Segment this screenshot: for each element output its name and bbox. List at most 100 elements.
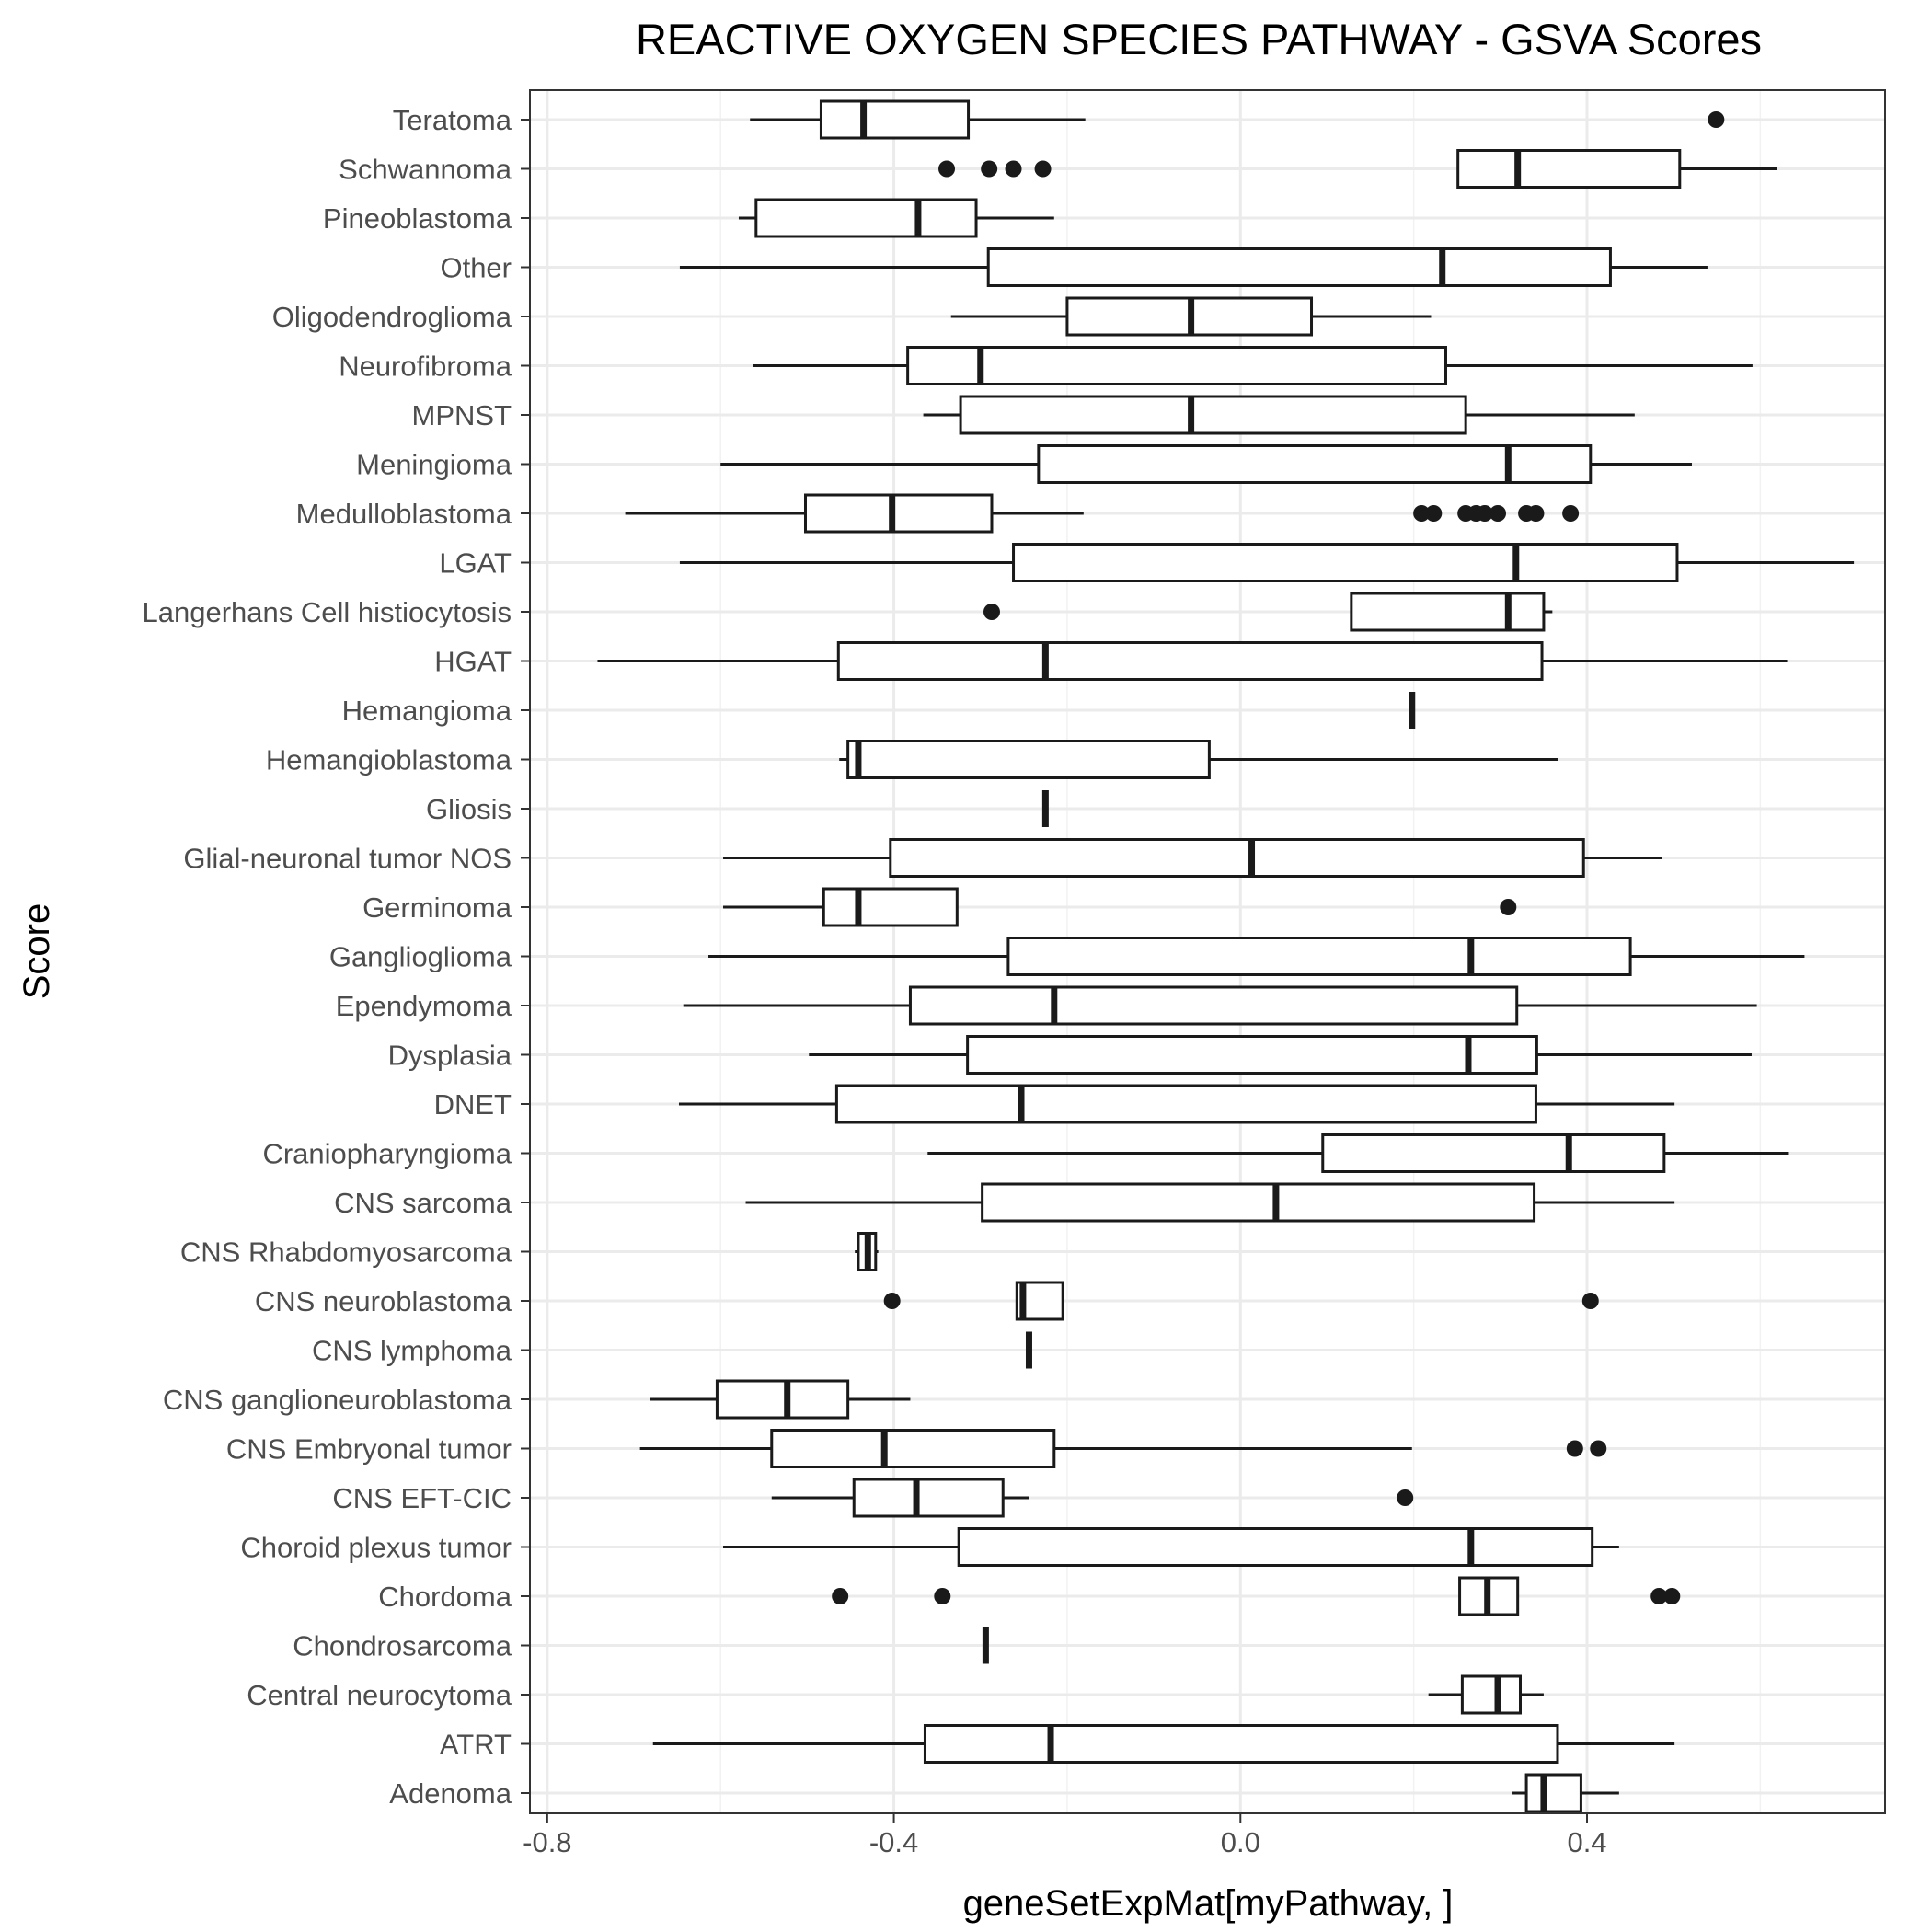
y-axis-ticks: Teratoma Schwannoma Pineoblastoma Other Olig… (143, 104, 530, 1810)
box-iqr (822, 887, 959, 927)
box-iqr (957, 1527, 1594, 1567)
box-glial-neuronal-tumor-nos (723, 838, 1662, 878)
y-tick-label: Teratoma (393, 104, 512, 136)
box-cns-rhabdomyosarcoma (855, 1232, 879, 1271)
x-tick-label: -0.4 (869, 1826, 918, 1858)
box-iqr (803, 493, 994, 534)
box-dysplasia (809, 1035, 1752, 1075)
outlier-point (1413, 505, 1431, 522)
y-tick-label: CNS lymphoma (312, 1335, 512, 1367)
box-mpnst (923, 395, 1635, 435)
panel-border (529, 89, 1886, 1814)
box-iqr (908, 985, 1519, 1026)
y-tick-label: Pineoblastoma (323, 202, 512, 235)
box-choroid-plexus-tumor (723, 1527, 1619, 1567)
outlier-point (1566, 1440, 1583, 1457)
x-tick-label: 0.4 (1567, 1826, 1606, 1858)
y-tick-label: Craniopharyngioma (262, 1138, 512, 1170)
box-iqr (1350, 592, 1546, 632)
chart-title: REACTIVE OXYGEN SPECIES PATHWAY - GSVA S… (636, 15, 1762, 63)
outlier-point (1425, 505, 1443, 522)
y-tick-label: Adenoma (389, 1777, 512, 1810)
box-iqr (834, 1084, 1537, 1124)
y-tick-label: Ependymoma (336, 990, 512, 1022)
y-tick-label: MPNST (412, 399, 512, 431)
y-tick-label: Schwannoma (339, 154, 512, 186)
box-iqr (1037, 444, 1593, 484)
outlier-point (1527, 505, 1545, 522)
outlier-point (1500, 899, 1517, 915)
outlier-point (1663, 1588, 1681, 1604)
box-iqr (1460, 1674, 1522, 1715)
x-axis-label: geneSetExpMat[myPathway, ] (963, 1883, 1454, 1924)
box-cns-neuroblastoma (883, 1281, 1599, 1321)
y-tick-label: LGAT (439, 547, 512, 580)
outlier-point (1590, 1440, 1607, 1457)
outlier-point (1476, 505, 1493, 522)
box-iqr (889, 838, 1585, 878)
box-iqr (754, 198, 978, 238)
y-tick-label: ATRT (440, 1729, 512, 1761)
y-tick-label: CNS ganglioneuroblastoma (163, 1384, 512, 1416)
box-iqr (981, 1182, 1536, 1223)
box-atrt (652, 1724, 1675, 1764)
y-tick-label: CNS neuroblastoma (255, 1285, 512, 1317)
outlier-point (1489, 505, 1507, 522)
outlier-point (1034, 160, 1052, 178)
box-schwannoma (938, 149, 1777, 189)
box-craniopharyngioma (927, 1133, 1789, 1173)
y-tick-label: DNET (434, 1088, 512, 1121)
y-tick-label: Central neurocytoma (247, 1679, 512, 1711)
box-iqr (1012, 543, 1679, 582)
box-medulloblastoma (625, 493, 1580, 534)
box-iqr (836, 641, 1544, 681)
outlier-point (1650, 1588, 1668, 1604)
outlier-point (1397, 1489, 1414, 1506)
box-cns-embryonal-tumor (639, 1429, 1607, 1468)
y-tick-label: Hemangioma (342, 695, 512, 727)
box-iqr (986, 247, 1612, 287)
box-iqr (819, 99, 971, 140)
box-iqr (959, 395, 1467, 435)
box-iqr (1006, 937, 1632, 976)
box-cns-sarcoma (745, 1182, 1675, 1223)
y-tick-label: Ganglioglioma (329, 941, 512, 973)
y-tick-label: CNS EFT-CIC (332, 1482, 512, 1514)
y-tick-label: HGAT (434, 646, 512, 678)
y-axis-label: Score (17, 903, 57, 1000)
box-dnet (678, 1084, 1675, 1124)
y-tick-label: Dysplasia (388, 1040, 512, 1072)
box-chordoma (832, 1576, 1681, 1616)
y-tick-label: Hemangioblastoma (266, 744, 512, 776)
outlier-point (1562, 505, 1580, 522)
box-ependymoma (683, 985, 1757, 1026)
box-pineoblastoma (738, 198, 1054, 238)
box-adenoma (1512, 1773, 1619, 1813)
y-tick-label: Oligodendroglioma (272, 301, 512, 333)
box-cns-ganglioneuroblastoma (650, 1379, 911, 1420)
outlier-point (981, 160, 998, 178)
outlier-point (1581, 1293, 1599, 1309)
box-iqr (1321, 1133, 1666, 1173)
outlier-point (983, 604, 1000, 620)
outlier-point (1708, 111, 1725, 128)
x-tick-label: 0.0 (1221, 1826, 1260, 1858)
box-iqr (770, 1429, 1056, 1468)
y-tick-label: Langerhans Cell histiocytosis (143, 596, 512, 628)
y-tick-label: Choroid plexus tumor (240, 1532, 512, 1564)
outlier-point (938, 160, 956, 178)
y-tick-label: Meningioma (356, 449, 512, 481)
outlier-point (883, 1293, 901, 1309)
y-tick-label: Neurofibroma (339, 351, 512, 383)
box-teratoma (750, 99, 1725, 140)
y-tick-label: Chordoma (378, 1581, 512, 1613)
box-cns-eft-cic (771, 1478, 1414, 1518)
box-meningioma (720, 444, 1692, 484)
box-iqr (715, 1379, 850, 1420)
box-iqr (906, 346, 1447, 385)
outlier-point (1005, 160, 1022, 178)
box-langerhans-cell-histiocytosis (983, 592, 1553, 632)
box-germinoma (723, 887, 1517, 927)
